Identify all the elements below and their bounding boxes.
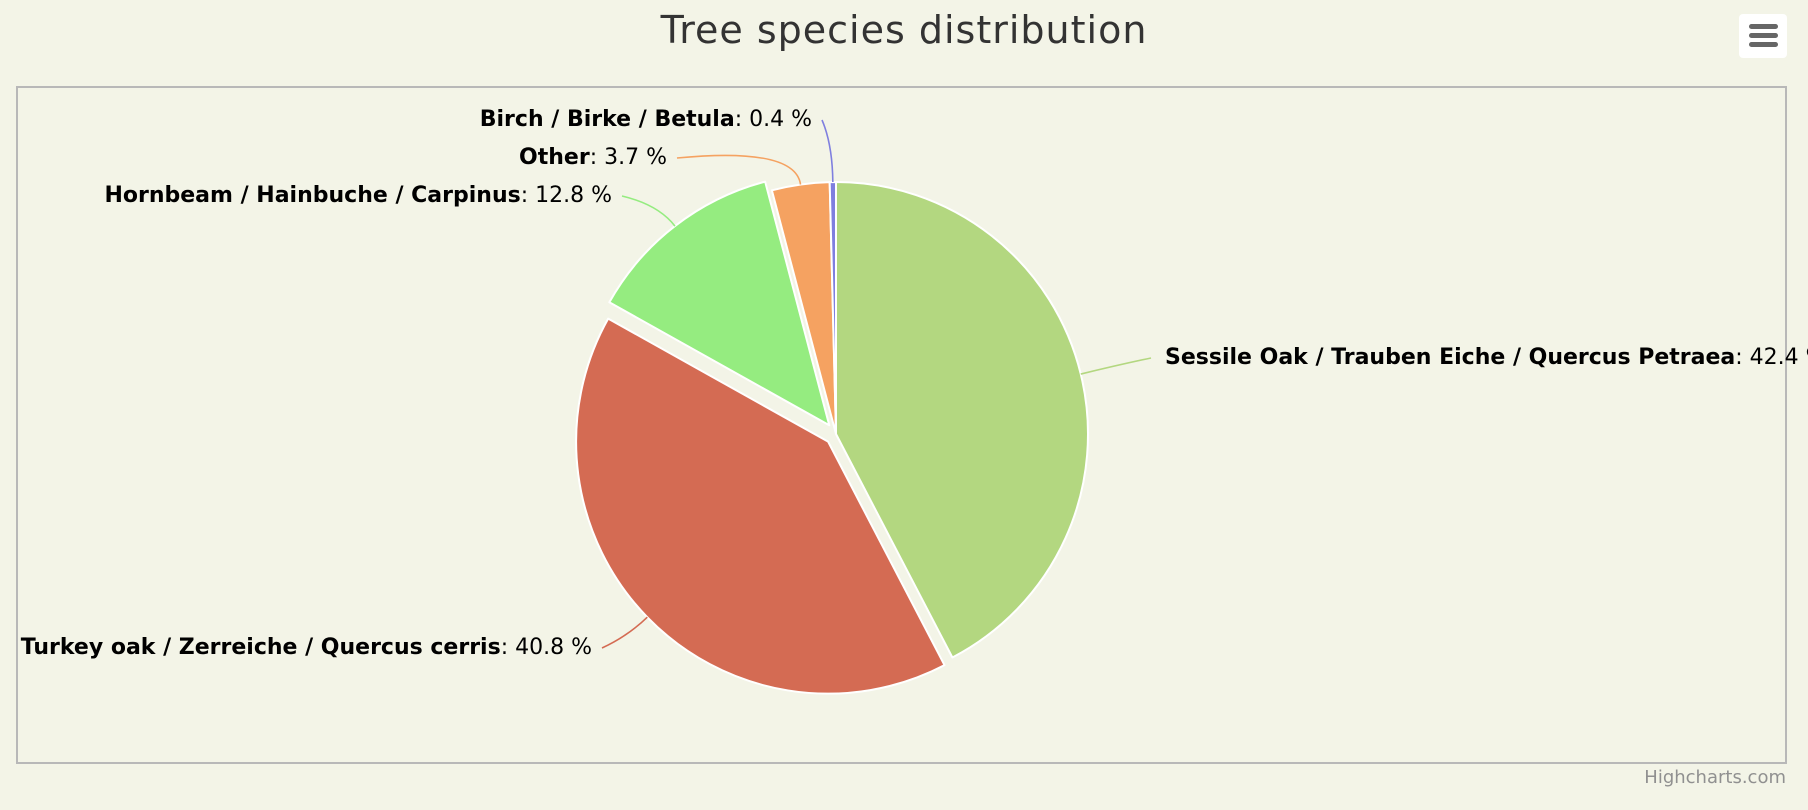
- data-label-name: Sessile Oak / Trauben Eiche / Quercus Pe…: [1165, 345, 1735, 370]
- label-connectors: [601, 119, 1152, 649]
- label-connector: [676, 154, 802, 185]
- data-label-name: Other: [519, 145, 590, 170]
- pie-slices: [575, 180, 1089, 695]
- data-label-name: Turkey oak / Zerreiche / Quercus cerris: [21, 635, 501, 660]
- data-label-value: : 3.7 %: [590, 145, 667, 170]
- label-connector: [601, 616, 648, 649]
- data-label: Sessile Oak / Trauben Eiche / Quercus Pe…: [1165, 345, 1808, 370]
- label-connector: [821, 119, 834, 183]
- data-label-name: Hornbeam / Hainbuche / Carpinus: [104, 183, 520, 208]
- data-label: Hornbeam / Hainbuche / Carpinus: 12.8 %: [104, 183, 612, 208]
- label-connector: [1080, 357, 1152, 375]
- chart-menu-button[interactable]: [1739, 14, 1787, 58]
- plot-area-border: [16, 86, 1787, 764]
- data-label-name: Birch / Birke / Betula: [480, 107, 735, 132]
- credits-link[interactable]: Highcharts.com: [1644, 767, 1786, 788]
- data-label-value: : 12.8 %: [521, 183, 612, 208]
- data-label-value: : 42.4 %: [1735, 345, 1808, 370]
- hamburger-menu-icon: [1749, 33, 1778, 38]
- pie-slice[interactable]: [575, 317, 946, 695]
- chart-title: Tree species distribution: [660, 8, 1148, 52]
- data-label-value: : 0.4 %: [735, 107, 812, 132]
- pie-slice[interactable]: [835, 181, 1089, 659]
- label-connector: [621, 195, 676, 227]
- data-labels: Sessile Oak / Trauben Eiche / Quercus Pe…: [21, 107, 1808, 660]
- hamburger-menu-icon: [1749, 42, 1778, 47]
- data-label-value: : 40.8 %: [501, 635, 592, 660]
- data-label: Other: 3.7 %: [519, 145, 667, 170]
- data-label: Birch / Birke / Betula: 0.4 %: [480, 107, 812, 132]
- data-label: Turkey oak / Zerreiche / Quercus cerris:…: [21, 635, 592, 660]
- hamburger-menu-icon: [1749, 24, 1778, 29]
